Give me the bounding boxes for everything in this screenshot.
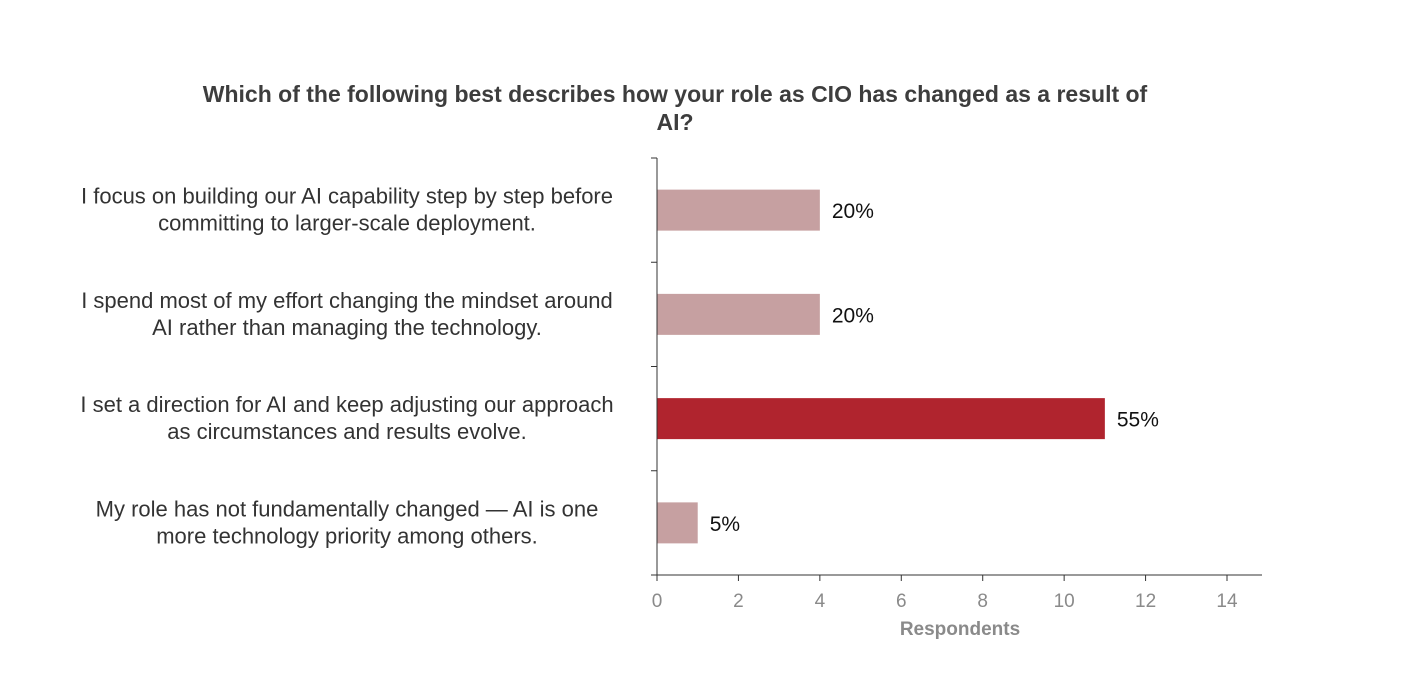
category-label: I set a direction for AI and keep adjust… xyxy=(80,392,613,417)
category-label: I focus on building our AI capability st… xyxy=(81,184,613,209)
category-label: more technology priority among others. xyxy=(156,523,538,548)
bar xyxy=(657,398,1105,440)
data-label: 5% xyxy=(710,513,740,536)
x-axis-title: Respondents xyxy=(900,619,1020,640)
category-label: I spend most of my effort changing the m… xyxy=(81,288,613,313)
x-tick-label: 12 xyxy=(1135,591,1156,612)
chart-title-line: Which of the following best describes ho… xyxy=(203,81,1148,107)
chart-title-line: AI? xyxy=(656,109,693,135)
x-tick-label: 2 xyxy=(733,591,744,612)
bar xyxy=(657,189,820,231)
category-label: My role has not fundamentally changed — … xyxy=(96,496,599,521)
category-label: as circumstances and results evolve. xyxy=(167,419,527,444)
data-label: 20% xyxy=(832,200,874,223)
category-label: committing to larger-scale deployment. xyxy=(158,211,536,236)
x-tick-label: 4 xyxy=(815,591,826,612)
x-tick-label: 8 xyxy=(977,591,988,612)
data-label: 55% xyxy=(1117,409,1159,432)
data-label: 20% xyxy=(832,304,874,327)
category-label: AI rather than managing the technology. xyxy=(152,315,542,340)
bar xyxy=(657,502,698,544)
bar xyxy=(657,293,820,335)
x-tick-label: 14 xyxy=(1216,591,1238,612)
x-tick-label: 10 xyxy=(1054,591,1075,612)
x-tick-label: 6 xyxy=(896,591,907,612)
x-tick-label: 0 xyxy=(652,591,663,612)
